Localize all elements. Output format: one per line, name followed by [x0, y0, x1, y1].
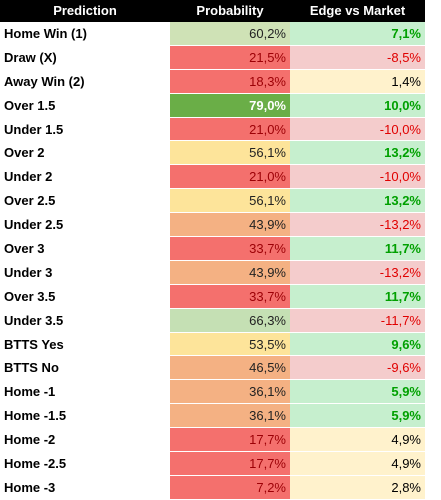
edge-cell: 1,4%	[290, 69, 425, 94]
prediction-cell: Home Win (1)	[0, 22, 170, 46]
prediction-cell: Over 3	[0, 237, 170, 261]
edge-cell: -13,2%	[290, 260, 425, 285]
edge-cell: 2,8%	[290, 475, 425, 500]
prediction-cell: Under 2	[0, 165, 170, 190]
probability-cell: 33,7%	[170, 237, 290, 261]
probability-cell: 7,2%	[170, 475, 290, 500]
edge-cell: -11,7%	[290, 308, 425, 333]
probability-cell: 36,1%	[170, 404, 290, 429]
probability-cell: 21,0%	[170, 117, 290, 142]
prediction-cell: Over 2.5	[0, 189, 170, 214]
prediction-cell: Over 1.5	[0, 94, 170, 118]
probability-cell: 43,9%	[170, 213, 290, 238]
prediction-cell: BTTS No	[0, 356, 170, 381]
edge-cell: 4,9%	[290, 452, 425, 476]
prediction-cell: BTTS Yes	[0, 333, 170, 357]
edge-cell: -10,0%	[290, 117, 425, 142]
probability-cell: 79,0%	[170, 93, 290, 118]
edge-cell: 13,2%	[290, 141, 425, 166]
prediction-cell: Over 2	[0, 141, 170, 166]
probability-cell: 36,1%	[170, 380, 290, 405]
edge-cell: -9,6%	[290, 356, 425, 381]
probability-cell: 21,0%	[170, 165, 290, 190]
probability-cell: 43,9%	[170, 260, 290, 285]
probability-cell: 18,3%	[170, 69, 290, 94]
edge-cell: -10,0%	[290, 165, 425, 190]
prediction-cell: Home -2	[0, 428, 170, 453]
probability-cell: 60,2%	[170, 22, 290, 46]
probability-cell: 56,1%	[170, 189, 290, 214]
table: Prediction Probability Edge vs Market Home …	[0, 0, 425, 500]
edge-cell: -13,2%	[290, 213, 425, 238]
edge-cell: 10,0%	[290, 93, 425, 118]
probability-cell: 17,7%	[170, 428, 290, 453]
prediction-cell: Home -1.5	[0, 404, 170, 429]
prediction-cell: Home -3	[0, 476, 170, 500]
edge-cell: -8,5%	[290, 45, 425, 70]
header-cell: Prediction	[0, 0, 170, 22]
edge-cell: 13,2%	[290, 189, 425, 214]
prediction-cell: Under 1.5	[0, 118, 170, 142]
edge-cell: 5,9%	[290, 380, 425, 405]
prediction-cell: Away Win (2)	[0, 70, 170, 94]
prediction-cell: Under 3.5	[0, 309, 170, 333]
edge-cell: 5,9%	[290, 404, 425, 429]
probability-cell: 66,3%	[170, 308, 290, 333]
probability-cell: 46,5%	[170, 356, 290, 381]
probability-cell: 53,5%	[170, 332, 290, 357]
probability-cell: 21,5%	[170, 45, 290, 70]
prediction-cell: Draw (X)	[0, 46, 170, 70]
prediction-cell: Home -1	[0, 380, 170, 405]
prediction-cell: Under 3	[0, 261, 170, 285]
probability-cell: 17,7%	[170, 452, 290, 476]
edge-cell: 7,1%	[290, 22, 425, 46]
edge-cell: 11,7%	[290, 284, 425, 309]
edge-cell: 4,9%	[290, 428, 425, 453]
prediction-cell: Home -2.5	[0, 452, 170, 476]
edge-cell: 9,6%	[290, 332, 425, 357]
prediction-cell: Over 3.5	[0, 285, 170, 309]
probability-cell: 33,7%	[170, 284, 290, 309]
probability-cell: 56,1%	[170, 141, 290, 166]
header-cell: Probability	[170, 0, 290, 22]
prediction-cell: Under 2.5	[0, 213, 170, 238]
header-cell: Edge vs Market	[290, 0, 425, 22]
edge-cell: 11,7%	[290, 237, 425, 261]
